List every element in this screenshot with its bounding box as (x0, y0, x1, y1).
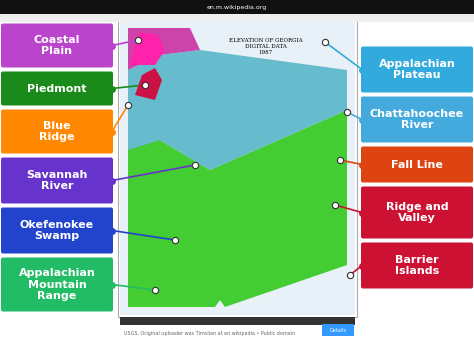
Text: Blue
Ridge: Blue Ridge (39, 121, 75, 142)
FancyBboxPatch shape (0, 14, 474, 22)
Polygon shape (130, 32, 165, 65)
Text: Savannah
River: Savannah River (27, 170, 88, 191)
FancyBboxPatch shape (1, 158, 113, 203)
Text: Fall Line: Fall Line (391, 159, 443, 169)
FancyBboxPatch shape (361, 47, 473, 93)
Text: ELEVATION OF GEORGIA
DIGITAL DATA
1987: ELEVATION OF GEORGIA DIGITAL DATA 1987 (229, 38, 302, 55)
Polygon shape (128, 50, 347, 170)
FancyBboxPatch shape (1, 71, 113, 105)
FancyBboxPatch shape (118, 18, 357, 317)
FancyBboxPatch shape (322, 324, 354, 336)
Text: Ridge and
Valley: Ridge and Valley (386, 202, 448, 223)
Text: Appalachian
Mountain
Range: Appalachian Mountain Range (18, 268, 95, 301)
FancyBboxPatch shape (1, 23, 113, 67)
FancyBboxPatch shape (361, 147, 473, 182)
Text: Chattahoochee
River: Chattahoochee River (370, 109, 464, 130)
Text: Coastal
Plain: Coastal Plain (34, 35, 80, 56)
FancyBboxPatch shape (1, 109, 113, 153)
Text: en.m.wikipedia.org: en.m.wikipedia.org (207, 5, 267, 10)
FancyBboxPatch shape (361, 97, 473, 142)
Text: Details: Details (329, 328, 346, 333)
Text: Appalachian
Plateau: Appalachian Plateau (379, 59, 456, 80)
FancyBboxPatch shape (0, 0, 474, 14)
Text: USGS. Original uploader was Timslian at en.wikipedia • Public domain: USGS. Original uploader was Timslian at … (124, 331, 295, 336)
FancyBboxPatch shape (1, 208, 113, 253)
Polygon shape (128, 28, 200, 70)
Text: Piedmont: Piedmont (27, 83, 87, 93)
FancyBboxPatch shape (361, 242, 473, 289)
FancyBboxPatch shape (120, 20, 355, 315)
FancyBboxPatch shape (120, 317, 355, 325)
FancyBboxPatch shape (1, 257, 113, 311)
Text: Barrier
Islands: Barrier Islands (395, 255, 439, 276)
FancyBboxPatch shape (361, 186, 473, 239)
Polygon shape (128, 70, 347, 307)
Polygon shape (135, 68, 162, 100)
Text: Okefenokee
Swamp: Okefenokee Swamp (20, 220, 94, 241)
